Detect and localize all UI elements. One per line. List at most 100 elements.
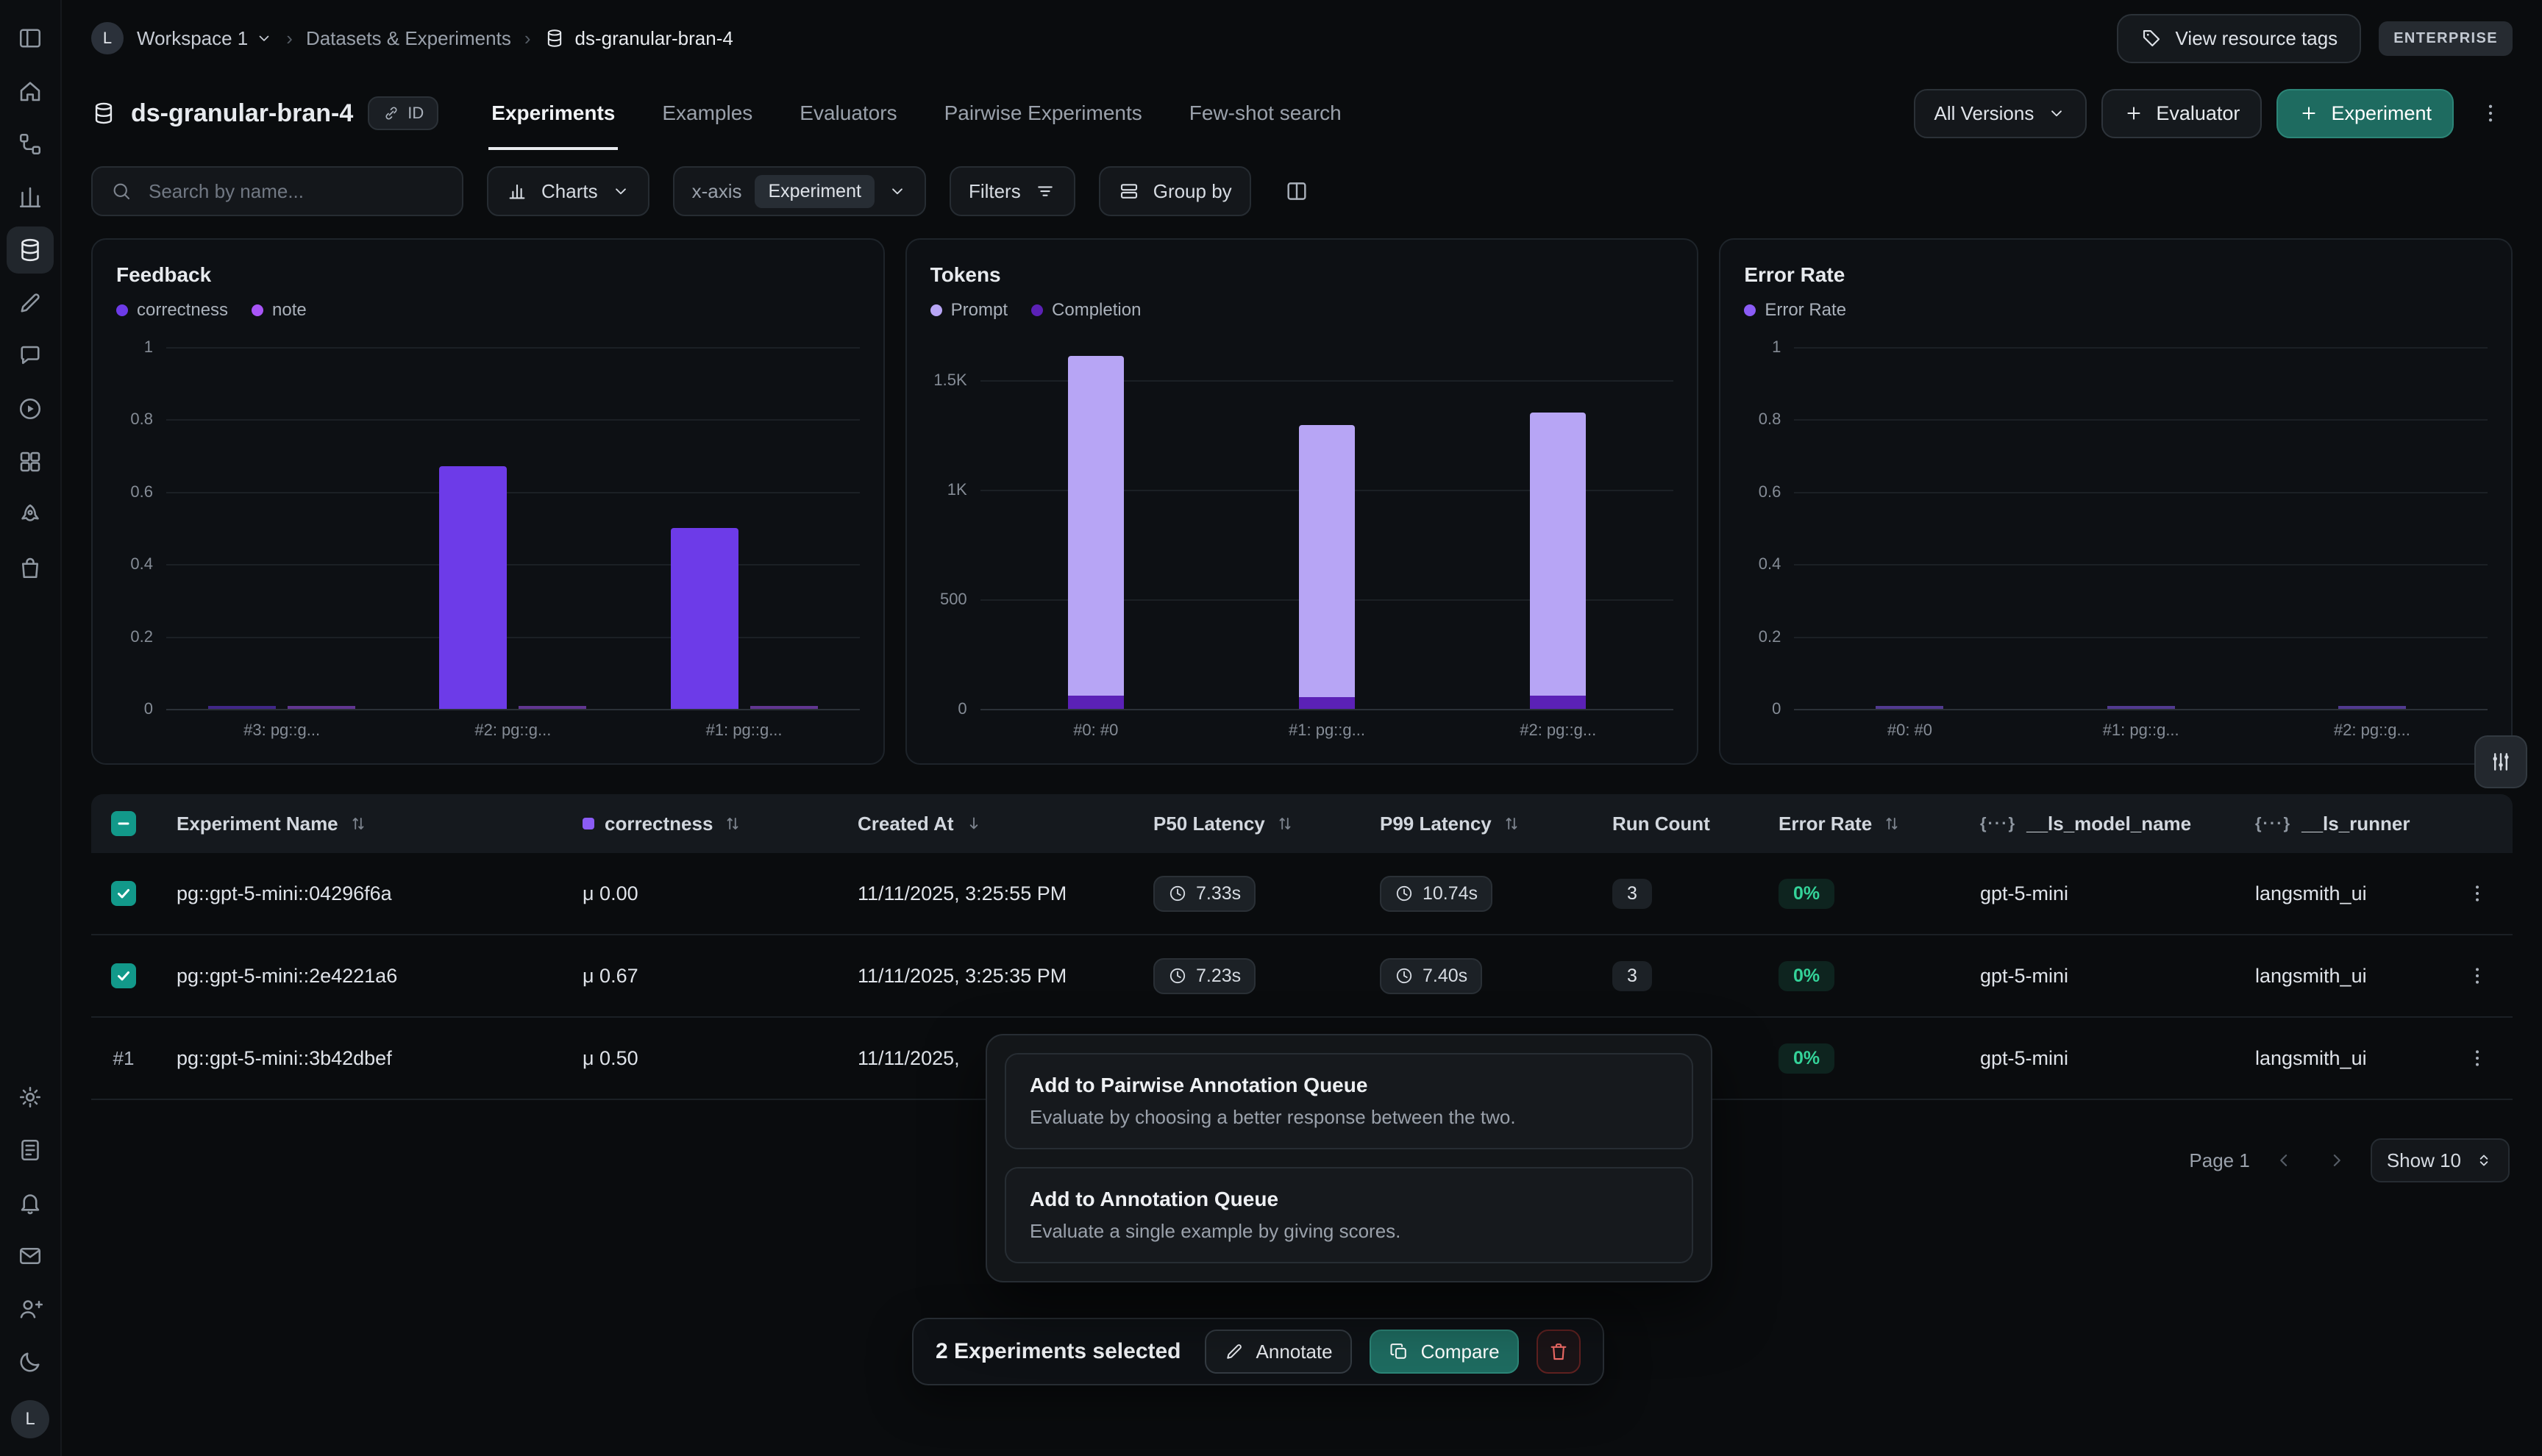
sidebar-item-documentation[interactable] (7, 1127, 54, 1174)
bar-error-rate[interactable] (2107, 706, 2175, 709)
bar-correctness[interactable] (439, 466, 508, 709)
bar-note[interactable] (288, 706, 356, 709)
bar-note[interactable] (750, 706, 818, 709)
chart-legend: correctness note (116, 300, 860, 321)
menu-item-title: Add to Pairwise Annotation Queue (1030, 1074, 1368, 1096)
bar-correctness[interactable] (208, 706, 277, 709)
braces-icon: {···} (2255, 814, 2292, 832)
table-row[interactable]: pg::gpt-5-mini::2e4221a6 μ 0.67 11/11/2025… (91, 935, 2513, 1018)
sidebar-item-notifications[interactable] (7, 1180, 54, 1227)
stacked-bar[interactable] (1530, 413, 1587, 709)
versions-dropdown[interactable]: All Versions (1913, 88, 2087, 138)
column-header-ls-runner[interactable]: {···} __ls_runner (2255, 812, 2410, 835)
columns-toggle-button[interactable] (1275, 166, 1319, 216)
sidebar-item-settings[interactable] (7, 1074, 54, 1121)
view-resource-tags-button[interactable]: View resource tags (2116, 13, 2362, 63)
sidebar-item-runs[interactable] (7, 385, 54, 432)
sidebar-item-theme-toggle[interactable] (7, 1338, 54, 1385)
tab-examples[interactable]: Examples (659, 76, 755, 150)
menu-item-pairwise-annotation-queue[interactable]: Add to Pairwise Annotation Queue Evaluat… (1005, 1053, 1693, 1149)
plus-icon (2123, 103, 2144, 124)
add-evaluator-button[interactable]: Evaluator (2101, 88, 2262, 138)
column-header-created-at[interactable]: Created At (837, 813, 1133, 835)
sidebar-item-invite-members[interactable] (7, 1285, 54, 1332)
breadcrumb-datasets-link[interactable]: Datasets & Experiments (305, 26, 511, 49)
theme-toggle-icon (17, 1349, 43, 1375)
row-menu-button[interactable] (2457, 955, 2498, 996)
xaxis-value-badge: Experiment (755, 174, 875, 208)
sidebar-item-collapse-sidebar[interactable] (7, 15, 54, 62)
table-row[interactable]: pg::gpt-5-mini::04296f6a μ 0.00 11/11/2025… (91, 853, 2513, 935)
search-input[interactable] (146, 178, 444, 204)
sidebar-top-icons (7, 15, 54, 591)
column-header-ls-model-name[interactable]: {···} __ls_model_name (1980, 812, 2192, 835)
legend-item-note[interactable]: note (252, 300, 307, 321)
row-menu-button[interactable] (2457, 1038, 2498, 1079)
add-experiment-button[interactable]: Experiment (2276, 88, 2454, 138)
stacked-bar[interactable] (1299, 424, 1355, 709)
tab-few-shot-search[interactable]: Few-shot search (1186, 76, 1345, 150)
stacked-bar[interactable] (1067, 355, 1124, 709)
sidebar-item-dashboards[interactable] (7, 438, 54, 485)
sidebar-item-playground[interactable] (7, 332, 54, 379)
tab-evaluators[interactable]: Evaluators (797, 76, 900, 150)
xaxis-dropdown[interactable]: x-axis Experiment (672, 166, 926, 216)
breadcrumb-current[interactable]: ds-granular-bran-4 (544, 27, 733, 50)
sidebar-item-workflows[interactable] (7, 121, 54, 168)
sidebar-item-annotation-queues[interactable] (7, 279, 54, 326)
tab-experiments[interactable]: Experiments (488, 76, 619, 150)
compare-icon (1389, 1341, 1409, 1362)
bar-correctness[interactable] (670, 528, 738, 709)
bar-note[interactable] (519, 706, 587, 709)
title-left: ds-granular-bran-4 ID (91, 76, 439, 150)
page-menu-button[interactable] (2468, 91, 2513, 135)
charts-dropdown[interactable]: Charts (487, 166, 649, 216)
annotate-button[interactable]: Annotate (1204, 1330, 1352, 1374)
delete-selection-button[interactable] (1536, 1330, 1581, 1374)
row-checkbox[interactable] (111, 963, 136, 988)
legend-item-correctness[interactable]: correctness (116, 300, 228, 321)
legend-item-prompt[interactable]: Prompt (930, 300, 1008, 321)
row-menu-button[interactable] (2457, 873, 2498, 914)
column-header-p99-latency[interactable]: P99 Latency (1359, 813, 1592, 835)
column-header-p50-latency[interactable]: P50 Latency (1133, 813, 1359, 835)
group-by-button[interactable]: Group by (1098, 166, 1251, 216)
id-badge[interactable]: ID (368, 96, 439, 130)
bar-error-rate[interactable] (1876, 706, 1944, 709)
legend-item-error-rate[interactable]: Error Rate (1744, 300, 1846, 321)
compare-button[interactable]: Compare (1369, 1330, 1519, 1374)
column-header-correctness[interactable]: correctness (562, 813, 837, 835)
chart-settings-button[interactable] (2474, 735, 2527, 788)
menu-item-description: Evaluate a single example by giving scor… (1030, 1220, 1401, 1242)
legend-item-completion[interactable]: Completion (1031, 300, 1141, 321)
user-avatar[interactable]: L (11, 1400, 49, 1438)
column-header-run-count[interactable]: Run Count (1612, 812, 1710, 835)
column-header-error-rate[interactable]: Error Rate (1758, 813, 1959, 835)
column-header-experiment-name[interactable]: Experiment Name (156, 813, 562, 835)
sidebar-item-deployments[interactable] (7, 491, 54, 538)
menu-item-annotation-queue[interactable]: Add to Annotation Queue Evaluate a singl… (1005, 1167, 1693, 1263)
sidebar-item-home[interactable] (7, 68, 54, 115)
sidebar-item-hub[interactable] (7, 544, 54, 591)
sidebar-item-feedback[interactable] (7, 1232, 54, 1280)
page-size-select[interactable]: Show 10 (2370, 1138, 2510, 1182)
kebab-icon (2466, 1046, 2489, 1070)
filters-button[interactable]: Filters (949, 166, 1075, 216)
check-icon (115, 885, 132, 902)
chart-legend: Error Rate (1744, 300, 2488, 321)
next-page-button[interactable] (2318, 1141, 2356, 1180)
select-all-checkbox[interactable] (111, 811, 136, 836)
cell-runner: langsmith_ui (2255, 882, 2367, 904)
cell-error-rate: 0% (1758, 1043, 1959, 1074)
row-checkbox[interactable] (111, 881, 136, 906)
workspace-avatar[interactable]: L (91, 22, 124, 54)
tab-pairwise-experiments[interactable]: Pairwise Experiments (941, 76, 1145, 150)
x-tick-label: #1: pg::g... (705, 721, 783, 739)
charts-label: Charts (541, 179, 598, 202)
workspace-switcher[interactable]: Workspace 1 (137, 27, 273, 50)
sidebar-item-datasets[interactable] (7, 226, 54, 274)
x-tick-label: #2: pg::g... (1520, 721, 1597, 739)
bar-error-rate[interactable] (2338, 706, 2406, 709)
sidebar-item-projects[interactable] (7, 174, 54, 221)
prev-page-button[interactable] (2265, 1141, 2303, 1180)
